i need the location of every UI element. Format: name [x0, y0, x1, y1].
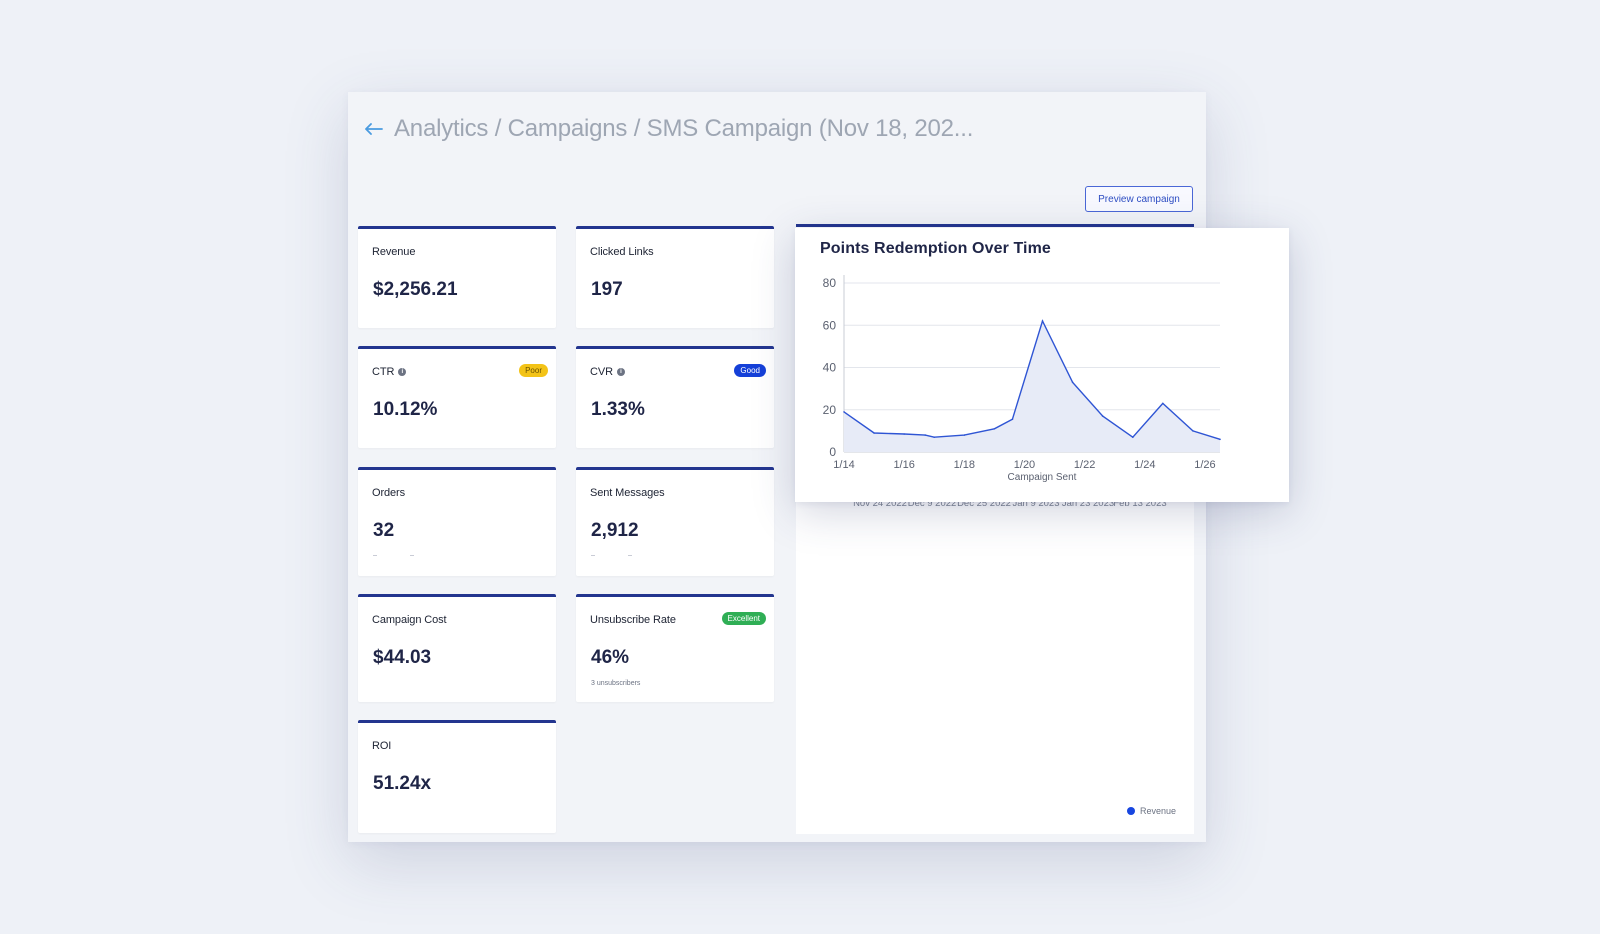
clicked-links-value: 197	[591, 279, 623, 300]
info-icon[interactable]: i	[398, 368, 407, 376]
unsubscribe-rate-card: Unsubscribe Rate Excellent 46% 3 unsubsc…	[576, 594, 774, 702]
data-point	[1041, 320, 1044, 322]
status-badge-good: Good	[734, 364, 766, 377]
orders-card: Orders 32	[358, 467, 556, 576]
card-label: Sent Messages	[590, 487, 665, 499]
campaign-cost-value: $44.03	[373, 647, 432, 668]
unsubscribers-count: 3 unsubscribers	[591, 680, 641, 687]
y-tick-label: 40	[823, 361, 837, 375]
area-fill	[844, 321, 1220, 452]
breadcrumb: Analytics / Campaigns / SMS Campaign (No…	[360, 114, 973, 144]
unsubscribe-rate-value: 46%	[591, 647, 630, 668]
x-tick-label: 1/18	[954, 459, 975, 471]
card-label: CVR i	[590, 366, 625, 378]
card-label: Campaign Cost	[372, 614, 447, 626]
card-label: Revenue	[372, 246, 416, 258]
campaign-cost-card: Campaign Cost $44.03	[358, 594, 556, 702]
clicked-links-card: Clicked Links 197	[576, 226, 774, 328]
status-badge-excellent: Excellent	[721, 612, 766, 625]
data-point	[1219, 438, 1221, 441]
y-tick-label: 80	[823, 276, 837, 290]
data-point	[1101, 415, 1104, 417]
data-point	[924, 434, 927, 436]
y-tick-label: 60	[823, 318, 837, 332]
back-arrow-icon[interactable]	[360, 116, 386, 142]
sent-messages-card: Sent Messages 2,912	[576, 467, 774, 576]
data-point	[1192, 430, 1194, 432]
chart-title: Points Redemption Over Time	[820, 240, 1051, 257]
revenue-card: Revenue $2,256.21	[358, 226, 556, 328]
x-tick-label: 1/26	[1194, 459, 1215, 471]
card-label: Unsubscribe Rate	[590, 614, 676, 626]
x-tick-label: Feb 13 2023	[1113, 498, 1166, 509]
ctr-card: CTR i Poor 10.12%	[358, 346, 556, 448]
data-point	[933, 436, 936, 439]
points-redemption-chart-card: Points Redemption Over Time 0 20 40 60 80 1/1…	[795, 228, 1289, 502]
data-point	[843, 411, 845, 413]
preview-campaign-button[interactable]: Preview campaign	[1085, 186, 1193, 212]
x-tick-label: 1/16	[893, 459, 914, 471]
data-point	[1071, 381, 1074, 384]
status-badge-poor: Poor	[519, 364, 548, 377]
card-label: Clicked Links	[590, 246, 654, 258]
orders-value: 32	[373, 520, 395, 541]
faded-subtext	[591, 555, 636, 557]
sent-messages-value: 2,912	[591, 520, 639, 541]
card-label: CTR i	[372, 366, 407, 378]
data-point	[1162, 402, 1164, 405]
y-tick-label: 20	[823, 403, 837, 417]
roi-value: 51.24x	[373, 773, 432, 794]
cvr-card: CVR i Good 1.33%	[576, 346, 774, 448]
x-tick-label: 1/22	[1074, 459, 1095, 471]
points-redemption-line-chart: 0 20 40 60 80 1/14 1/16 1/18 1/20 1/22 1/24 1/26 Cam…	[823, 275, 1221, 483]
x-tick-label: Nov 24 2022	[853, 498, 907, 509]
data-point	[873, 432, 875, 434]
x-tick-label: 1/24	[1134, 459, 1155, 471]
faded-subtext	[373, 555, 418, 557]
x-tick-label: Jan 9 2023	[1012, 498, 1059, 509]
data-point	[1011, 418, 1014, 421]
data-point	[963, 434, 966, 436]
data-point	[903, 433, 905, 435]
cvr-value: 1.33%	[591, 399, 645, 420]
x-tick-label: 1/14	[833, 459, 854, 471]
legend-dot-icon	[1126, 807, 1135, 815]
roi-card: ROI 51.24x	[358, 720, 556, 833]
x-axis-label: Campaign Sent	[1008, 472, 1077, 483]
revenue-value: $2,256.21	[373, 279, 458, 300]
ctr-value: 10.12%	[373, 399, 438, 420]
data-point	[1131, 436, 1134, 439]
chart-legend[interactable]: Revenue	[1126, 806, 1176, 816]
card-label: Orders	[372, 487, 406, 499]
x-tick-label: Jan 23 2023	[1062, 498, 1114, 509]
data-point	[993, 427, 996, 430]
x-tick-label: Dec 9 2022	[908, 498, 957, 509]
info-icon[interactable]: i	[616, 368, 625, 376]
x-tick-label: 1/20	[1014, 459, 1035, 471]
x-tick-label: Dec 25 2022	[957, 498, 1011, 509]
breadcrumb-text[interactable]: Analytics / Campaigns / SMS Campaign (No…	[394, 115, 974, 142]
legend-label: Revenue	[1139, 806, 1176, 816]
y-tick-label: 0	[829, 445, 836, 459]
card-label: ROI	[372, 740, 392, 752]
